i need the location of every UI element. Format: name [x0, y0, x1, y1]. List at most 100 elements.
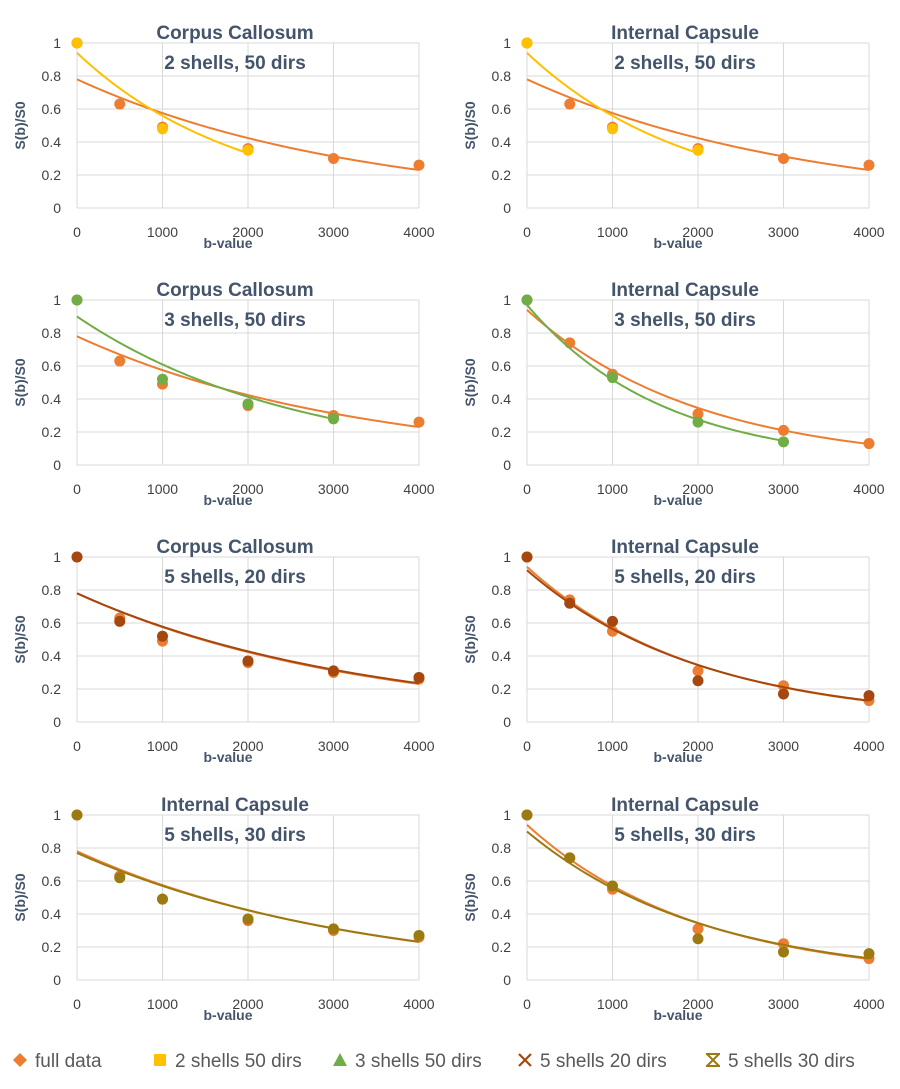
data-point — [157, 893, 168, 905]
y-axis-title: S(b)/S0 — [12, 873, 28, 921]
trendline — [76, 852, 420, 943]
chart-title: Internal Capsule — [611, 795, 759, 816]
data-point — [242, 655, 254, 667]
chart-subtitle: 2 shells, 50 dirs — [614, 53, 756, 74]
y-tick-label: 0.2 — [42, 167, 62, 183]
x-tick-label: 0 — [73, 224, 81, 240]
data-point — [692, 416, 704, 428]
data-point — [413, 929, 425, 941]
chart-panel-4: 0 0.2 0.4 0.6 0.8 1 0 1000 2000 3000 4000 b-value S(… — [462, 280, 885, 508]
chart-subtitle: 5 shells, 30 dirs — [614, 825, 756, 846]
x-marker-icon — [518, 1053, 532, 1067]
y-tick-label: 0.4 — [42, 648, 62, 664]
series-five-shells-20 — [521, 551, 875, 702]
gridlines — [526, 556, 870, 723]
y-axis-title: S(b)/S0 — [462, 358, 478, 406]
chart-subtitle: 5 shells, 20 dirs — [164, 567, 306, 588]
x-tick-label: 3000 — [768, 481, 799, 497]
data-point — [607, 123, 618, 135]
data-point — [328, 665, 339, 677]
x-tick-label: 4000 — [853, 224, 884, 240]
x-tick-label: 0 — [523, 481, 531, 497]
data-point — [157, 630, 168, 642]
y-tick-label: 0.6 — [42, 615, 62, 631]
trendline — [526, 78, 870, 171]
y-tick-label: 0.4 — [492, 134, 512, 150]
y-tick-label: 0.2 — [492, 167, 512, 183]
x-tick-label: 2000 — [232, 224, 263, 240]
x-tick-label: 3000 — [318, 738, 349, 754]
y-axis-title: S(b)/S0 — [462, 873, 478, 921]
data-point — [564, 337, 576, 349]
trendline — [76, 335, 420, 428]
x-tick-label: 1000 — [147, 224, 178, 240]
y-tick-label: 0.2 — [42, 681, 62, 697]
data-point — [328, 153, 339, 164]
series-two-shells-50 — [521, 37, 704, 156]
y-tick-label: 0.6 — [42, 873, 62, 889]
x-tick-label: 2000 — [682, 224, 713, 240]
y-tick-label: 0.6 — [492, 615, 512, 631]
chart-grid: 00.20.40.60.810 1000 2000 3000 4000b-valueS(… — [12, 23, 885, 1023]
data-point — [863, 948, 875, 960]
y-axis-title: S(b)/S0 — [12, 615, 28, 663]
data-point — [521, 294, 533, 306]
trendline — [526, 52, 699, 155]
y-tick-label: 0.8 — [492, 325, 512, 341]
chart-title: Internal Capsule — [611, 537, 759, 558]
legend-item: 3 shells 50 dirs — [333, 1051, 482, 1072]
data-point — [328, 413, 339, 425]
x-axis-title: b-value — [653, 492, 702, 508]
gridlines — [76, 814, 420, 981]
legend-label: 3 shells 50 dirs — [355, 1051, 482, 1072]
y-axis-title: S(b)/S0 — [462, 615, 478, 663]
x-tick-label: 3000 — [318, 224, 349, 240]
y-axis-title: S(b)/S0 — [462, 101, 478, 149]
diamond-marker-icon — [13, 1053, 27, 1067]
x-tick-label: 4000 — [403, 481, 434, 497]
y-tick-label: 1 — [53, 292, 61, 308]
chart-panel-5: 0 0.2 0.4 0.6 0.8 1 0 1000 2000 3000 4000 b-value S(… — [12, 537, 435, 765]
x-tick-label: 0 — [73, 738, 81, 754]
data-point — [71, 809, 83, 821]
legend-label: full data — [35, 1051, 102, 1072]
series-three-shells-50 — [71, 294, 339, 425]
y-tick-label: 1 — [53, 549, 61, 565]
legend-item: full data — [13, 1051, 102, 1072]
data-point — [778, 938, 789, 950]
chart-panel-3: 0 0.2 0.4 0.6 0.8 1 0 1000 2000 3000 4000 b-value S(… — [12, 280, 435, 508]
y-tick-label: 0.8 — [42, 582, 62, 598]
data-point — [692, 144, 704, 156]
y-tick-label: 0.4 — [42, 391, 62, 407]
series-five-shells-30 — [71, 809, 425, 943]
y-axis-title: S(b)/S0 — [12, 101, 28, 149]
y-tick-label: 0.4 — [42, 134, 62, 150]
chart-panel-7: 0 0.2 0.4 0.6 0.8 1 0 1000 2000 3000 4000 b-value S(… — [12, 795, 435, 1023]
y-tick-label: 0 — [53, 200, 61, 216]
y-tick-label: 0.2 — [492, 681, 512, 697]
y-tick-label: 0.2 — [492, 424, 512, 440]
y-tick-label: 0 — [503, 714, 511, 730]
y-axis-title: S(b)/S0 — [12, 358, 28, 406]
data-point — [157, 373, 168, 385]
trendline — [76, 52, 249, 155]
chart-subtitle: 5 shells, 20 dirs — [614, 567, 756, 588]
trendline — [76, 592, 420, 685]
x-tick-label: 0 — [523, 996, 531, 1012]
y-tick-label: 1 — [503, 292, 511, 308]
x-tick-label: 1000 — [597, 738, 628, 754]
y-tick-label: 0.2 — [492, 939, 512, 955]
data-point — [564, 98, 576, 110]
chart-subtitle: 3 shells, 50 dirs — [164, 310, 306, 331]
data-point — [242, 144, 254, 156]
data-point — [242, 398, 254, 410]
data-point — [242, 913, 254, 925]
x-tick-label: 3000 — [318, 481, 349, 497]
x-axis-title: b-value — [203, 749, 252, 765]
trendline — [76, 315, 334, 420]
x-axis-title: b-value — [203, 492, 252, 508]
data-point — [114, 355, 126, 367]
y-tick-label: 0.6 — [492, 358, 512, 374]
data-point — [564, 597, 576, 609]
gridlines — [76, 42, 420, 209]
